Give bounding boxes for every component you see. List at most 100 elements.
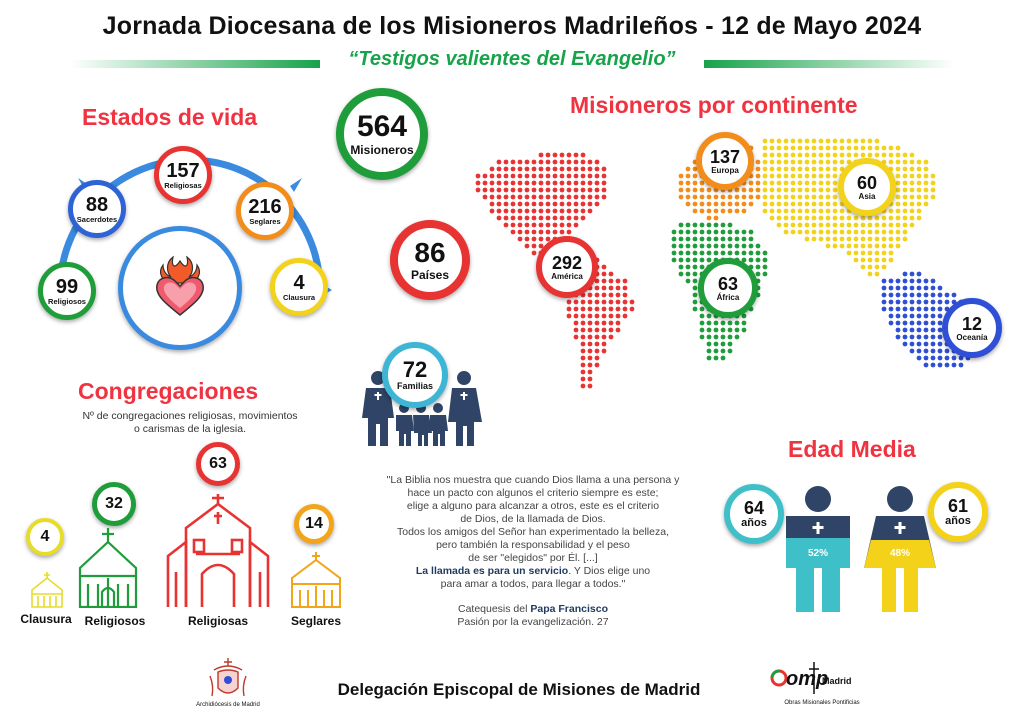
map-dot (762, 145, 768, 151)
map-dot (538, 222, 544, 228)
map-dot (930, 292, 936, 298)
map-dot (573, 187, 579, 193)
map-dot (867, 243, 873, 249)
map-dot (552, 180, 558, 186)
map-dot (552, 215, 558, 221)
map-dot (895, 194, 901, 200)
map-dot (580, 201, 586, 207)
map-dot (755, 257, 761, 263)
map-dot (811, 194, 817, 200)
map-dot (790, 159, 796, 165)
map-dot (916, 306, 922, 312)
map-dot (475, 187, 481, 193)
map-dot (531, 215, 537, 221)
map-dot (909, 271, 915, 277)
map-dot (909, 194, 915, 200)
map-dot (888, 236, 894, 242)
map-dot (797, 229, 803, 235)
map-dot (741, 187, 747, 193)
map-dot (580, 341, 586, 347)
map-dot (832, 208, 838, 214)
map-dot (783, 208, 789, 214)
map-dot (580, 194, 586, 200)
map-dot (727, 194, 733, 200)
map-dot (524, 194, 530, 200)
map-dot (811, 187, 817, 193)
map-dot (755, 194, 761, 200)
map-dot (601, 173, 607, 179)
map-dot (489, 201, 495, 207)
map-dot (727, 334, 733, 340)
map-dot (762, 152, 768, 158)
map-dot (517, 194, 523, 200)
map-dot (692, 222, 698, 228)
map-dot (909, 159, 915, 165)
map-dot (958, 355, 964, 361)
map-dot (587, 369, 593, 375)
male-figure-icon (786, 486, 850, 612)
map-dot (692, 292, 698, 298)
map-dot (545, 194, 551, 200)
map-dot (902, 159, 908, 165)
map-dot (559, 159, 565, 165)
map-dot (755, 250, 761, 256)
map-dot (727, 243, 733, 249)
map-dot (762, 250, 768, 256)
map-dot (846, 215, 852, 221)
map-dot (867, 271, 873, 277)
map-dot (559, 173, 565, 179)
map-dot (727, 222, 733, 228)
map-dot (517, 166, 523, 172)
map-dot (811, 152, 817, 158)
map-dot (790, 201, 796, 207)
map-dot (566, 229, 572, 235)
map-dot (594, 187, 600, 193)
map-dot (580, 208, 586, 214)
map-dot (573, 222, 579, 228)
map-dot (517, 159, 523, 165)
map-dot (713, 348, 719, 354)
map-dot (832, 173, 838, 179)
map-dot (587, 173, 593, 179)
map-dot (748, 201, 754, 207)
map-dot (594, 320, 600, 326)
map-dot (573, 299, 579, 305)
map-dot (706, 250, 712, 256)
map-dot (776, 145, 782, 151)
map-dot (916, 313, 922, 319)
map-dot (916, 208, 922, 214)
map-dot (930, 299, 936, 305)
map-dot (916, 320, 922, 326)
map-dot (601, 166, 607, 172)
map-dot (930, 285, 936, 291)
map-dot (608, 306, 614, 312)
map-dot (916, 166, 922, 172)
map-dot (804, 152, 810, 158)
map-dot (881, 292, 887, 298)
map-dot (482, 180, 488, 186)
map-dot (699, 229, 705, 235)
map-dot (692, 250, 698, 256)
map-dot (895, 320, 901, 326)
map-dot (874, 215, 880, 221)
map-dot (804, 215, 810, 221)
map-dot (860, 236, 866, 242)
map-dot (888, 313, 894, 319)
map-dot (671, 236, 677, 242)
map-dot (748, 243, 754, 249)
map-dot (531, 229, 537, 235)
map-dot (902, 215, 908, 221)
map-dot (923, 341, 929, 347)
page-title: Jornada Diocesana de los Misioneros Madr… (102, 12, 922, 40)
map-dot (804, 180, 810, 186)
map-dot (825, 180, 831, 186)
map-dot (587, 208, 593, 214)
map-dot (937, 362, 943, 368)
map-dot (881, 236, 887, 242)
map-dot (573, 159, 579, 165)
map-dot (958, 362, 964, 368)
map-dot (566, 201, 572, 207)
map-dot (734, 208, 740, 214)
map-dot (930, 341, 936, 347)
map-dot (783, 187, 789, 193)
